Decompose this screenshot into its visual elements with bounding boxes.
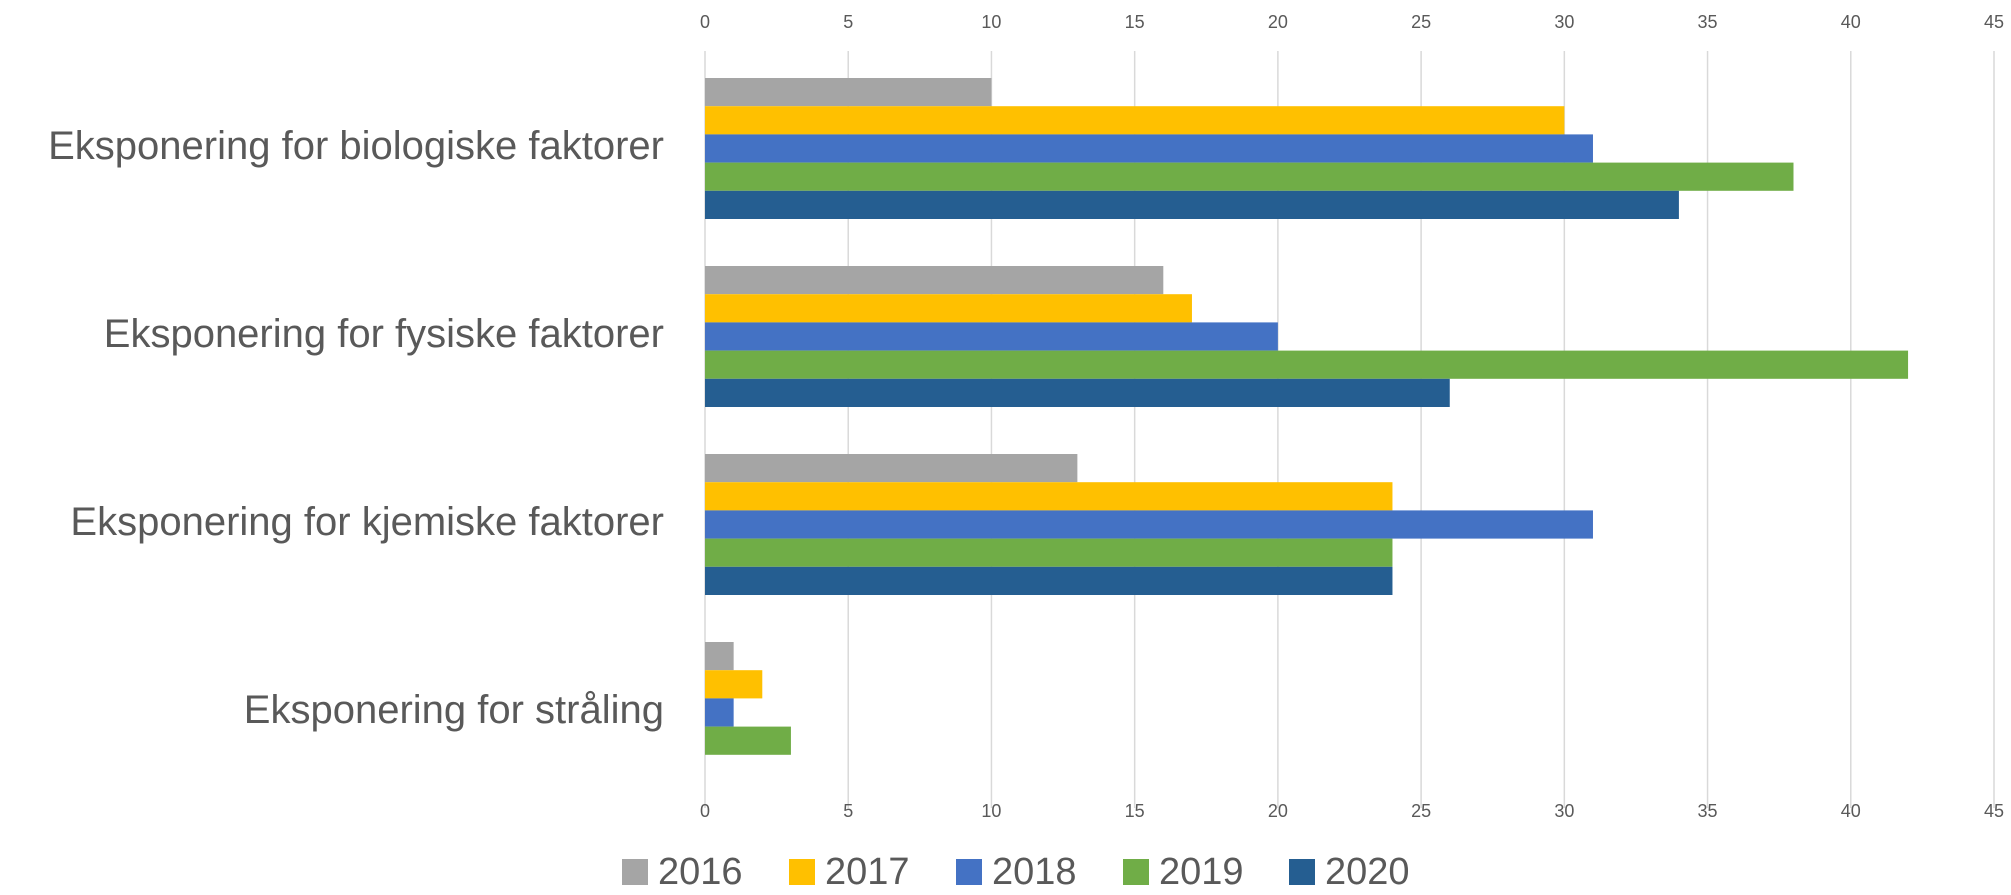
legend-label: 2020 (1325, 851, 1410, 890)
legend-swatch (622, 859, 648, 885)
x-tick-label: 0 (700, 801, 710, 821)
category-label: Eksponering for stråling (244, 688, 664, 732)
x-tick-label: 15 (1125, 801, 1145, 821)
legend-label: 2019 (1159, 851, 1244, 890)
bar (705, 642, 734, 671)
x-tick-label: 20 (1268, 801, 1288, 821)
x-tick-label: 40 (1841, 801, 1861, 821)
bar (705, 454, 1078, 483)
bar (705, 106, 1565, 135)
category-label: Eksponering for kjemiske faktorer (70, 500, 664, 544)
x-tick-label: 35 (1698, 801, 1718, 821)
x-tick-label: 15 (1125, 12, 1145, 32)
x-tick-label: 40 (1841, 12, 1861, 32)
legend-swatch (789, 859, 815, 885)
x-tick-label: 30 (1554, 801, 1574, 821)
x-tick-label: 45 (1984, 12, 2004, 32)
bar (705, 162, 1794, 191)
bar (705, 266, 1164, 295)
legend-swatch (956, 859, 982, 885)
bar (705, 322, 1278, 351)
legend-label: 2016 (658, 851, 743, 890)
legend-label: 2018 (992, 851, 1077, 890)
bar (705, 538, 1393, 567)
bar (705, 378, 1450, 407)
x-tick-label: 5 (843, 12, 853, 32)
bar (705, 190, 1679, 219)
bar (705, 350, 1909, 379)
bar (705, 482, 1393, 511)
x-tick-label: 0 (700, 12, 710, 32)
x-tick-label: 30 (1554, 12, 1574, 32)
bar (705, 566, 1393, 595)
x-tick-label: 25 (1411, 12, 1431, 32)
x-tick-label: 10 (981, 12, 1001, 32)
x-tick-label: 10 (981, 801, 1001, 821)
bar (705, 78, 992, 107)
x-tick-label: 25 (1411, 801, 1431, 821)
x-tick-label: 45 (1984, 801, 2004, 821)
bar (705, 510, 1593, 539)
bar (705, 698, 734, 727)
legend-swatch (1123, 859, 1149, 885)
legend-swatch (1289, 859, 1315, 885)
bar (705, 134, 1593, 163)
legend-label: 2017 (825, 851, 910, 890)
bar (705, 670, 763, 699)
category-label: Eksponering for biologiske faktorer (48, 124, 664, 168)
bar (705, 294, 1192, 323)
bar (705, 726, 791, 755)
x-tick-label: 20 (1268, 12, 1288, 32)
category-label: Eksponering for fysiske faktorer (104, 312, 664, 356)
x-tick-label: 35 (1698, 12, 1718, 32)
x-tick-label: 5 (843, 801, 853, 821)
